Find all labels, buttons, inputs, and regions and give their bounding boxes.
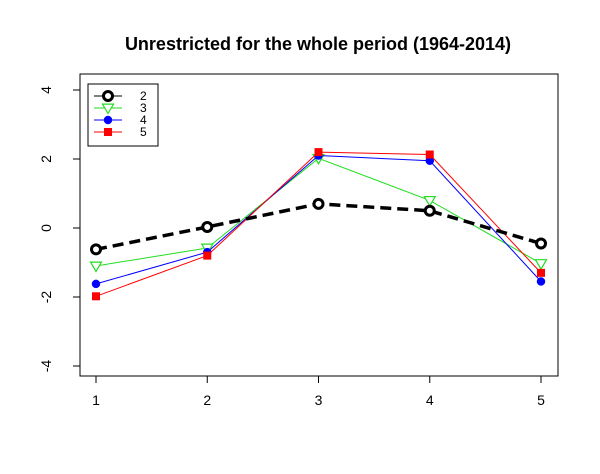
- legend-marker: [101, 103, 115, 115]
- legend-item: 5: [94, 125, 147, 139]
- series-line: [95, 155, 542, 285]
- series-4: [91, 151, 546, 289]
- data-point: [90, 243, 102, 256]
- legend-box: [87, 83, 159, 147]
- x-tick-label: 4: [426, 392, 434, 408]
- data-point: [312, 197, 325, 210]
- legend-marker: [102, 90, 114, 102]
- y-tick-label: -4: [38, 360, 54, 373]
- legend-item: 2: [94, 89, 147, 103]
- data-point: [91, 279, 101, 289]
- legend-label: 5: [140, 125, 147, 139]
- data-point: [423, 195, 437, 208]
- series-line: [95, 157, 542, 267]
- data-point: [201, 220, 214, 233]
- data-point: [89, 261, 103, 273]
- data-point: [534, 259, 548, 271]
- chart-title: Unrestricted for the whole period (1964-…: [125, 34, 511, 54]
- x-tick-label: 2: [203, 392, 211, 408]
- series-5: [92, 148, 545, 301]
- legend-label: 2: [140, 89, 147, 103]
- series-line: [95, 202, 542, 252]
- legend-marker: [103, 115, 113, 125]
- y-tick-label: 2: [38, 155, 54, 163]
- data-point: [535, 237, 547, 250]
- x-tick-label: 3: [315, 392, 323, 408]
- data-point: [423, 204, 436, 217]
- legend-label: 3: [140, 101, 147, 115]
- series-2: [90, 197, 547, 256]
- y-tick-label: 0: [38, 224, 54, 232]
- y-tick-label: 4: [38, 86, 54, 94]
- legend-item: 4: [94, 113, 147, 127]
- series-line: [95, 151, 542, 297]
- y-tick-label: -2: [38, 291, 54, 304]
- data-point: [92, 292, 100, 301]
- data-point: [314, 148, 323, 157]
- legend-item: 3: [94, 101, 147, 115]
- legend-label: 4: [140, 113, 147, 127]
- data-point: [425, 150, 434, 159]
- data-point: [203, 251, 212, 260]
- series-layer: [89, 148, 548, 301]
- x-tick-label: 5: [537, 392, 545, 408]
- data-point: [536, 277, 546, 286]
- data-point: [537, 268, 545, 277]
- legend-marker: [104, 128, 112, 136]
- x-tick-label: 1: [92, 392, 100, 408]
